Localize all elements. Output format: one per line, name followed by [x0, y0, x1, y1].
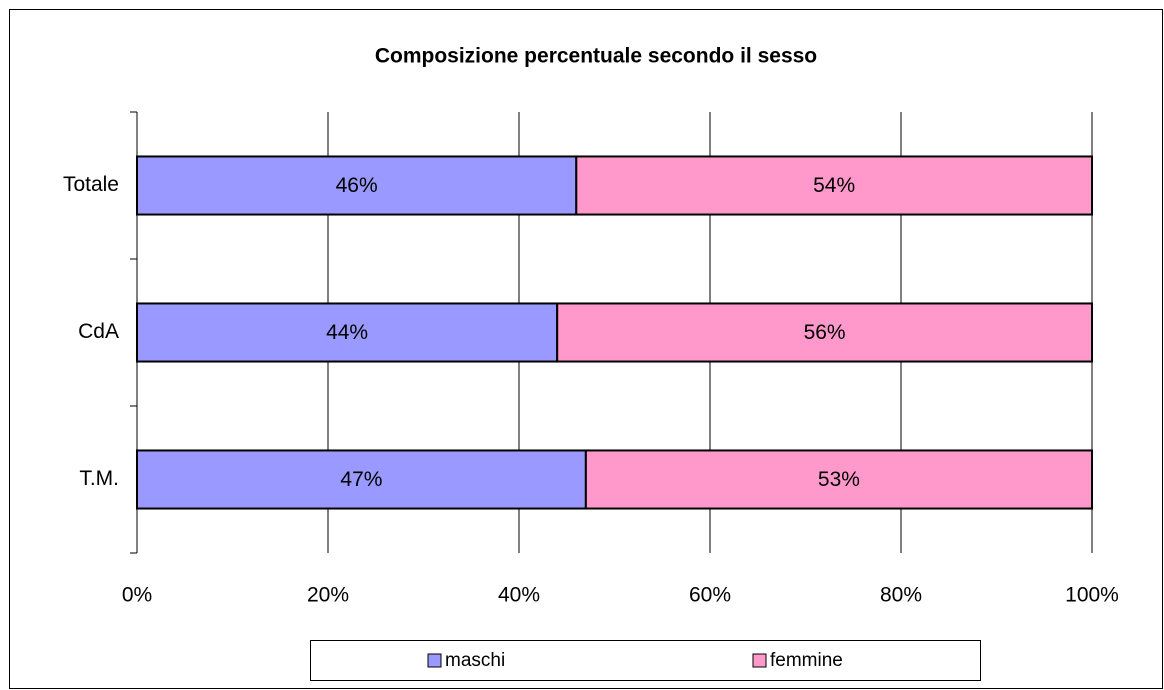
bar-segment: [556, 302, 1093, 363]
legend-label: maschi: [445, 650, 505, 671]
bar-segment: [136, 302, 559, 363]
chart-title: Composizione percentuale secondo il sess…: [375, 45, 817, 68]
bar-segment: [136, 155, 578, 216]
data-label: 53%: [818, 468, 860, 491]
x-tick-label: 60%: [689, 584, 731, 607]
bar-segment: [575, 155, 1093, 216]
x-tick-label: 0%: [122, 584, 152, 607]
legend-swatch: [427, 653, 442, 668]
x-tick-label: 20%: [307, 584, 349, 607]
y-tick-label: T.M.: [79, 467, 119, 490]
x-tick-label: 80%: [880, 584, 922, 607]
data-label: 47%: [340, 468, 382, 491]
data-label: 46%: [336, 174, 378, 197]
data-label: 44%: [326, 321, 368, 344]
data-label: 54%: [813, 174, 855, 197]
legend-swatch: [752, 653, 767, 668]
y-tick-label: CdA: [78, 320, 119, 343]
bar-segment: [136, 449, 587, 510]
x-tick-label: 100%: [1065, 584, 1119, 607]
x-tick-label: 40%: [498, 584, 540, 607]
bar-segment: [584, 449, 1093, 510]
y-tick-label: Totale: [63, 173, 119, 196]
data-label: 56%: [804, 321, 846, 344]
legend-label: femmine: [770, 650, 843, 671]
legend-box: [310, 640, 981, 681]
